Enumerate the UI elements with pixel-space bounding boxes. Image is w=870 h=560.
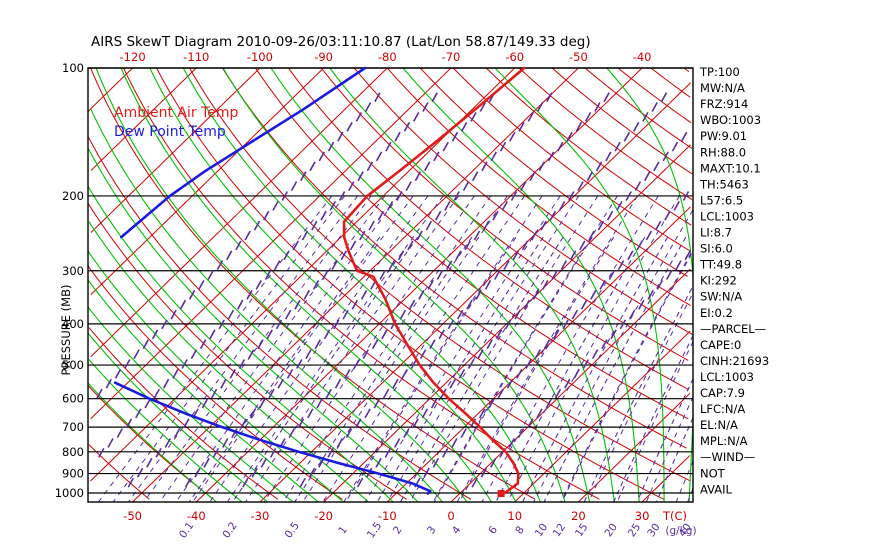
stat-line-tt-49-8: TT:49.8 bbox=[699, 258, 742, 272]
stat-line-th-5463: TH:5463 bbox=[699, 177, 749, 191]
pressure-tick-500: 500 bbox=[62, 358, 84, 372]
temp-tick-bottom--40: -40 bbox=[187, 509, 206, 523]
stat-line-ki-292: KI:292 bbox=[700, 274, 737, 288]
temp-tick-top--110: -110 bbox=[183, 50, 209, 64]
temp-tick-top--70: -70 bbox=[442, 50, 461, 64]
stat-line-el-n-a: EL:N/A bbox=[700, 418, 738, 432]
temp-tick-bottom--10: -10 bbox=[378, 509, 397, 523]
legend-dew-point-temp: Dew Point Temp bbox=[114, 124, 226, 140]
stat-line-maxt-10-1: MAXT:10.1 bbox=[700, 161, 761, 175]
stat-line-rh-88-0: RH:88.0 bbox=[700, 145, 746, 159]
pressure-tick-200: 200 bbox=[62, 189, 84, 203]
pressure-tick-800: 800 bbox=[62, 445, 84, 459]
stat-line-avail: AVAIL bbox=[700, 482, 733, 496]
stat-line-lcl-1003: LCL:1003 bbox=[700, 370, 754, 384]
stat-line-sw-n-a: SW:N/A bbox=[700, 290, 742, 304]
temperature-axis-labels: -50 -40 -30 -20 -10 0 10 20 30 T(C) bbox=[123, 509, 687, 523]
page-title: AIRS SkewT Diagram 2010-09-26/03:11:10.8… bbox=[91, 34, 591, 50]
stat-line-si-6-0: SI:6.0 bbox=[700, 242, 733, 256]
pressure-tick-100: 100 bbox=[62, 61, 84, 75]
temp-tick-bottom-20: 20 bbox=[571, 509, 586, 523]
pressure-tick-1000: 1000 bbox=[55, 486, 84, 500]
temp-tick-top--120: -120 bbox=[120, 50, 146, 64]
stat-line-cap-7-9: CAP:7.9 bbox=[700, 386, 745, 400]
temp-tick-top--60: -60 bbox=[505, 50, 524, 64]
stat-line-cinh-21693: CINH:21693 bbox=[700, 354, 769, 368]
stat-line-cape-0: CAPE:0 bbox=[700, 338, 741, 352]
wind-barb-marks bbox=[96, 92, 691, 488]
temp-tick-top--100: -100 bbox=[247, 50, 273, 64]
pressure-axis-labels: 100 200 300 400 500 600 700 800 900 1000 bbox=[55, 61, 84, 500]
dew-point-temp-curve bbox=[119, 66, 367, 239]
stat-line-not: NOT bbox=[700, 466, 726, 480]
temp-tick-bottom--50: -50 bbox=[123, 509, 142, 523]
temp-tick-bottom-30: 30 bbox=[635, 509, 650, 523]
temp-tick-bottom-0: 0 bbox=[447, 509, 454, 523]
surface-temperature-marker bbox=[497, 490, 505, 497]
temp-tick-bottom--20: -20 bbox=[314, 509, 333, 523]
y-axis-title: PRESSURE (MB) bbox=[59, 285, 73, 376]
stats-panel: TP:100 MW:N/A FRZ:914 WBO:1003 PW:9.01 RH:88.… bbox=[699, 65, 769, 496]
x-axis-title-mixing-ratio: (g/kg) bbox=[665, 525, 696, 537]
dew-point-temp-curve bbox=[113, 381, 432, 495]
stat-line-mw-n-a: MW:N/A bbox=[700, 81, 745, 95]
pressure-tick-400: 400 bbox=[62, 317, 84, 331]
temp-tick-top--40: -40 bbox=[633, 50, 652, 64]
pressure-tick-900: 900 bbox=[62, 467, 84, 481]
stat-line-parcel: —PARCEL— bbox=[700, 322, 766, 336]
x-axis-title-temperature: T(C) bbox=[662, 509, 687, 523]
stat-line-wbo-1003: WBO:1003 bbox=[700, 113, 761, 127]
stat-line-lfc-n-a: LFC:N/A bbox=[700, 402, 745, 416]
temp-tick-bottom-10: 10 bbox=[507, 509, 522, 523]
stat-line-ei-0-2: EI:0.2 bbox=[700, 306, 733, 320]
sounding-curves bbox=[113, 66, 526, 497]
temp-tick-top--50: -50 bbox=[569, 50, 588, 64]
plot-frame bbox=[87, 67, 694, 503]
dry-adiabat-lines bbox=[87, 67, 694, 503]
ambient-air-temp-curve bbox=[342, 66, 526, 495]
stat-line-mpl-n-a: MPL:N/A bbox=[700, 434, 748, 448]
pressure-tick-300: 300 bbox=[62, 264, 84, 278]
stat-line-frz-914: FRZ:914 bbox=[700, 97, 748, 111]
temp-tick-top--80: -80 bbox=[378, 50, 397, 64]
stat-line-lcl-1003: LCL:1003 bbox=[700, 210, 754, 224]
legend-ambient-air-temp: Ambient Air Temp bbox=[114, 105, 239, 121]
pressure-tick-700: 700 bbox=[62, 420, 84, 434]
stat-line-li-8-7: LI:8.7 bbox=[700, 226, 732, 240]
stat-line-l57-6-5: L57:6.5 bbox=[700, 193, 743, 207]
stat-line-wind: —WIND— bbox=[700, 450, 755, 464]
stat-line-tp-100: TP:100 bbox=[699, 65, 740, 79]
pressure-tick-600: 600 bbox=[62, 392, 84, 406]
temp-tick-top--90: -90 bbox=[314, 50, 333, 64]
top-axis-ticks: -120 -110 -100 -90 -80 -70 -60 -50 -40 bbox=[120, 50, 652, 64]
stat-line-pw-9-01: PW:9.01 bbox=[700, 129, 747, 143]
temp-tick-bottom--30: -30 bbox=[251, 509, 270, 523]
